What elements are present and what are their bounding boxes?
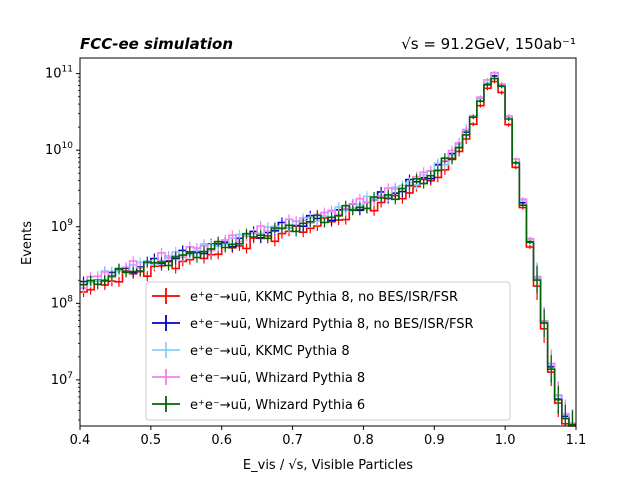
x-tick-label: 0.5 — [141, 433, 162, 448]
legend-label: e⁺e⁻→uū, Whizard Pythia 6 — [190, 398, 365, 413]
series-line — [80, 72, 576, 424]
x-tick-label: 0.8 — [353, 433, 374, 448]
y-tick-label: 1011 — [45, 65, 73, 82]
legend-label: e⁺e⁻→uū, Whizard Pythia 8, no BES/ISR/FS… — [190, 317, 474, 332]
x-tick-label: 1.1 — [566, 433, 587, 448]
legend-label: e⁺e⁻→uū, KKMC Pythia 8, no BES/ISR/FSR — [190, 290, 458, 305]
series-layer — [80, 70, 576, 427]
x-tick-label: 0.4 — [70, 433, 91, 448]
plot-frame — [79, 57, 577, 427]
y-tick-label: 109 — [51, 218, 74, 235]
legend-label: e⁺e⁻→uū, Whizard Pythia 8 — [190, 371, 365, 386]
x-axis-label: E_vis / √s, Visible Particles — [243, 458, 413, 473]
x-axis: 0.4 0.5 0.6 0.7 0.8 0.9 1.0 1.1 — [70, 426, 587, 448]
x-tick-label: 0.9 — [424, 433, 445, 448]
y-axis: 107 108 109 1010 1011 — [45, 65, 80, 421]
y-tick-label: 1010 — [45, 141, 73, 158]
series-4 — [80, 76, 576, 426]
y-axis-label: Events — [20, 221, 35, 265]
y-tick-label: 107 — [51, 371, 73, 388]
x-tick-label: 0.7 — [282, 433, 303, 448]
series-line — [80, 77, 576, 426]
legend-box — [145, 281, 511, 421]
legend-label: e⁺e⁻→uū, KKMC Pythia 8 — [190, 344, 350, 359]
x-tick-label: 0.6 — [211, 433, 232, 448]
title-right: √s = 91.2GeV, 150ab⁻¹ — [401, 35, 576, 53]
title-left: FCC-ee simulation — [80, 35, 233, 53]
y-tick-label: 108 — [51, 294, 74, 311]
x-tick-label: 1.0 — [495, 433, 516, 448]
legend: e⁺e⁻→uū, KKMC Pythia 8, no BES/ISR/FSR e⁺… — [145, 281, 511, 421]
